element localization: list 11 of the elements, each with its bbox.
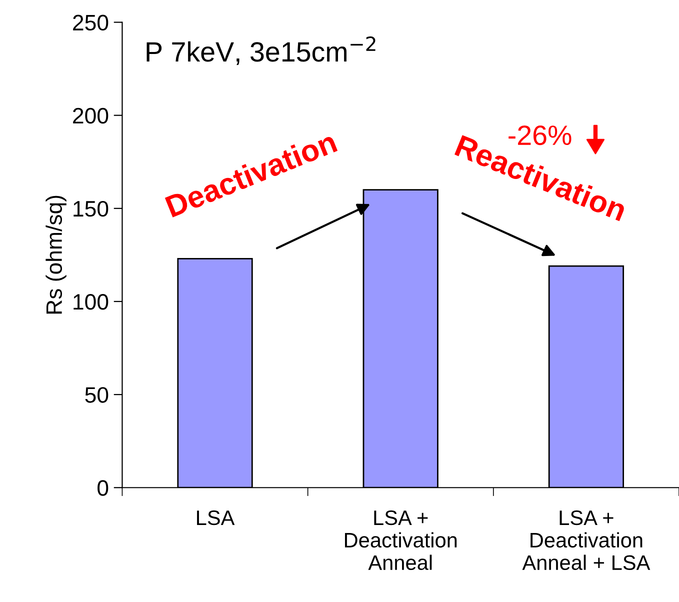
text: P 7keV, 3e15cm$^{−2}$ <box>146 36 376 66</box>
y-tick-label: 150 <box>74 200 108 217</box>
y-tick-label: 250 <box>73 14 108 31</box>
y-tick-label: 100 <box>74 294 108 310</box>
y-tick-label: 200 <box>73 108 108 124</box>
y-axis-title: Rs (ohm/sq) <box>46 196 66 314</box>
y-tick-label: 0 <box>98 480 108 496</box>
x-tick-label: LSA + Deactivation Anneal + LSA <box>522 510 650 570</box>
x-tick-label: LSA <box>197 510 235 526</box>
y-tick-label: 50 <box>85 387 108 403</box>
x-tick-label: LSA + Deactivation Anneal <box>345 510 457 570</box>
